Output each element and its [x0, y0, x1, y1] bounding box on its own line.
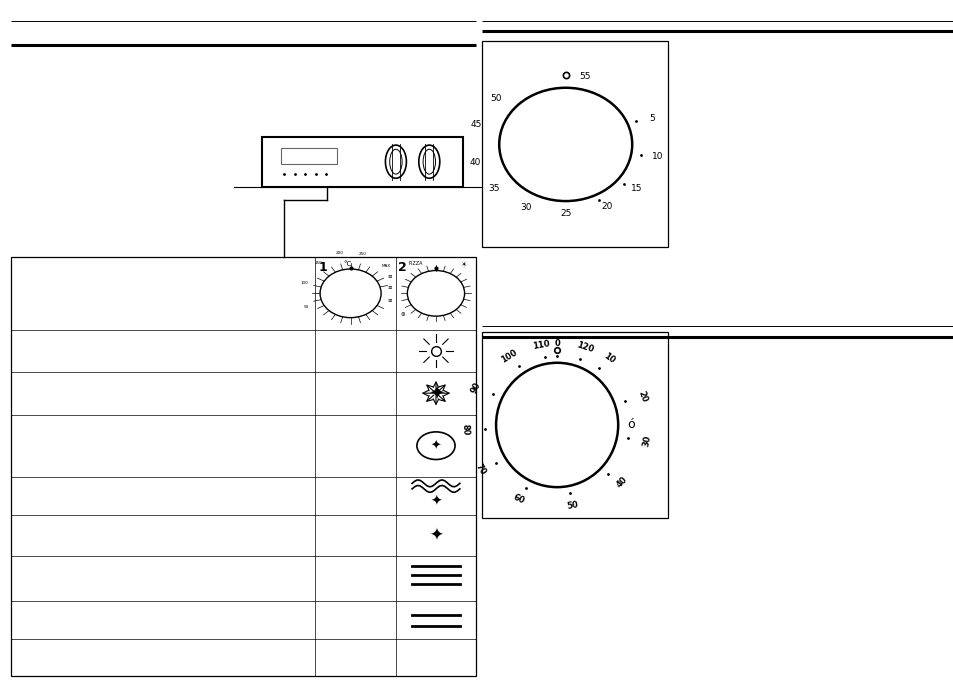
Text: ✦: ✦: [430, 494, 441, 509]
Text: 20: 20: [637, 390, 649, 404]
Text: PIZZA: PIZZA: [408, 261, 422, 266]
Text: ✦: ✦: [427, 384, 444, 403]
Text: 15: 15: [631, 184, 642, 193]
Text: 45: 45: [471, 120, 482, 129]
Text: ≡: ≡: [388, 298, 392, 303]
Text: °C: °C: [343, 261, 352, 267]
Text: 30: 30: [520, 202, 532, 211]
Text: 250: 250: [358, 252, 367, 256]
Text: 120: 120: [575, 341, 595, 354]
Text: ≡: ≡: [388, 274, 392, 278]
Text: 30: 30: [640, 434, 652, 447]
Bar: [281, 148, 336, 164]
Text: 10: 10: [601, 351, 617, 365]
Text: MAX: MAX: [381, 264, 391, 268]
Text: 150: 150: [314, 261, 321, 265]
Text: 5: 5: [649, 114, 655, 123]
Text: 40: 40: [470, 158, 481, 167]
Text: 20: 20: [600, 202, 612, 211]
Text: 40: 40: [614, 475, 629, 490]
Text: 10: 10: [651, 152, 662, 161]
Text: 50: 50: [566, 500, 578, 511]
Bar: [262, 137, 462, 187]
Bar: [481, 332, 667, 518]
Text: ⊛: ⊛: [400, 312, 404, 316]
Text: 100: 100: [498, 348, 517, 364]
Text: ✦: ✦: [430, 439, 441, 452]
Text: 2: 2: [397, 261, 406, 274]
Text: ó: ó: [627, 419, 635, 431]
Text: 80: 80: [460, 424, 470, 435]
Bar: [11, 257, 476, 676]
Text: ☀: ☀: [459, 263, 466, 269]
Bar: [481, 41, 667, 247]
Text: 60: 60: [511, 492, 525, 505]
Text: 100: 100: [300, 281, 308, 285]
Text: 50: 50: [490, 94, 501, 103]
Text: 55: 55: [578, 73, 590, 82]
Text: 0: 0: [554, 339, 559, 348]
Text: 110: 110: [531, 339, 550, 350]
Text: 1: 1: [318, 261, 327, 274]
Text: ✦: ✦: [429, 527, 442, 545]
Text: 25: 25: [559, 209, 571, 218]
Text: 200: 200: [335, 252, 343, 256]
Text: 35: 35: [488, 184, 499, 193]
Text: 90: 90: [469, 381, 481, 395]
Text: 50: 50: [303, 305, 308, 310]
Text: ≡: ≡: [388, 284, 392, 289]
Text: 70: 70: [473, 462, 487, 477]
